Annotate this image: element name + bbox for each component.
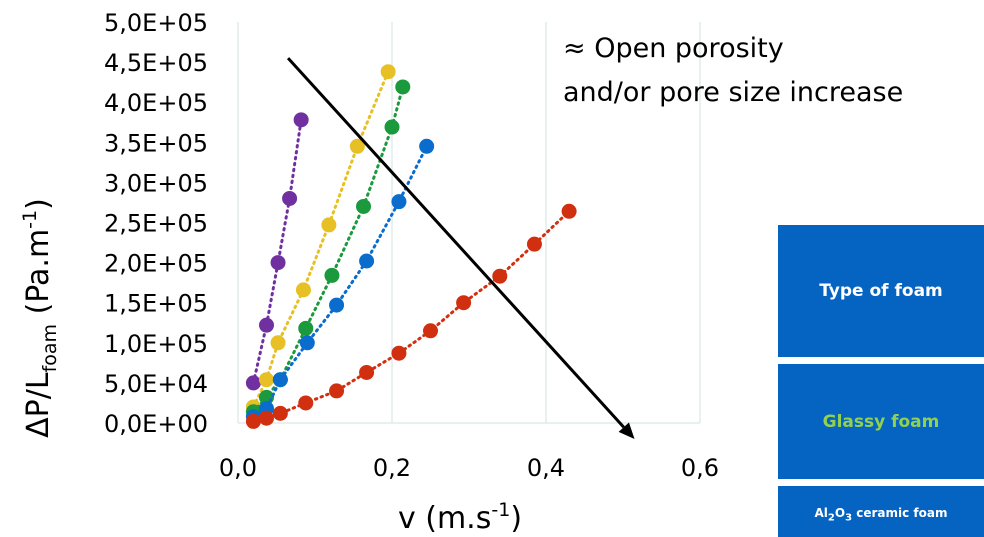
series-point: [245, 413, 261, 429]
x-tick-label: 0,0: [219, 454, 257, 482]
y-tick-label: 4,0E+05: [104, 89, 208, 117]
chart-series: [245, 64, 577, 429]
x-tick-label: 0,2: [373, 454, 411, 482]
y-tick-label: 3,0E+05: [104, 169, 208, 197]
y-tick-label: 5,0E+05: [104, 9, 208, 37]
series-point: [526, 236, 542, 252]
series-point: [258, 410, 274, 426]
y-axis-tick-labels: 0,0E+00 5,0E+04 1,0E+05 1,5E+05 2,0E+05 2,5E+…: [104, 9, 208, 438]
y-tick-label: 5,0E+04: [104, 370, 208, 398]
y-tick-label: 0,0E+00: [104, 410, 208, 438]
glassy-foam-cell: Glassy foam: [778, 364, 984, 479]
series-point: [293, 112, 309, 128]
series-point: [329, 383, 345, 399]
chart-grid: [237, 22, 701, 424]
series-point: [456, 295, 472, 311]
glassy-foam-label: Glassy foam: [822, 411, 940, 432]
series-point: [349, 138, 365, 154]
series-point: [395, 79, 411, 95]
x-tick-label: 0,4: [527, 454, 565, 482]
series-point: [282, 190, 298, 206]
y-tick-label: 1,0E+05: [104, 330, 208, 358]
series-point: [359, 253, 375, 269]
series-line: [251, 85, 405, 414]
series-point: [321, 217, 337, 233]
trend-arrow: [286, 57, 635, 440]
series-point: [359, 364, 375, 380]
series-point: [299, 335, 315, 351]
series-1: [245, 112, 309, 391]
annotation-line-2: and/or pore size increase: [563, 77, 903, 108]
series-point: [419, 138, 435, 154]
y-tick-label: 3,5E+05: [104, 129, 208, 157]
series-point: [391, 194, 407, 210]
series-point: [298, 320, 314, 336]
x-axis-title: v (m.s-1): [398, 499, 522, 536]
series-point: [298, 395, 314, 411]
series-point: [272, 405, 288, 421]
y-tick-label: 4,5E+05: [104, 49, 208, 77]
foam-type-header-cell: Type of foam: [778, 225, 984, 357]
foam-type-header: Type of foam: [819, 281, 943, 301]
series-point: [423, 323, 438, 339]
ceramic-foam-cell: Al2O3 ceramic foam: [778, 486, 984, 537]
series-point: [258, 372, 274, 388]
series-point: [270, 255, 286, 271]
series-point: [324, 267, 340, 283]
series-point: [561, 203, 577, 219]
series-point: [245, 375, 261, 391]
series-point: [258, 317, 274, 333]
x-tick-label: 0,6: [681, 454, 719, 482]
series-point: [272, 372, 288, 388]
series-point: [380, 64, 396, 80]
series-point: [270, 335, 286, 351]
y-tick-label: 1,5E+05: [104, 290, 208, 318]
series-2: [245, 64, 396, 415]
series-5: [245, 203, 577, 429]
arrow-head: [618, 422, 635, 440]
series-point: [384, 119, 400, 135]
x-axis-tick-labels: 0,0 0,2 0,4 0,6: [219, 454, 719, 482]
arrow-shaft: [286, 57, 625, 429]
series-line: [251, 70, 390, 409]
ceramic-foam-label: Al2O3 ceramic foam: [814, 505, 948, 524]
series-point: [295, 282, 311, 298]
series-point: [492, 268, 508, 284]
series-point: [329, 297, 345, 313]
y-axis-title: ΔP/Lfoam (Pa.m-1): [19, 198, 61, 438]
series-point: [391, 345, 407, 361]
y-tick-label: 2,5E+05: [104, 210, 208, 238]
series-point: [356, 198, 372, 214]
annotation-line-1: ≈ Open porosity: [563, 33, 784, 64]
y-tick-label: 2,0E+05: [104, 250, 208, 278]
